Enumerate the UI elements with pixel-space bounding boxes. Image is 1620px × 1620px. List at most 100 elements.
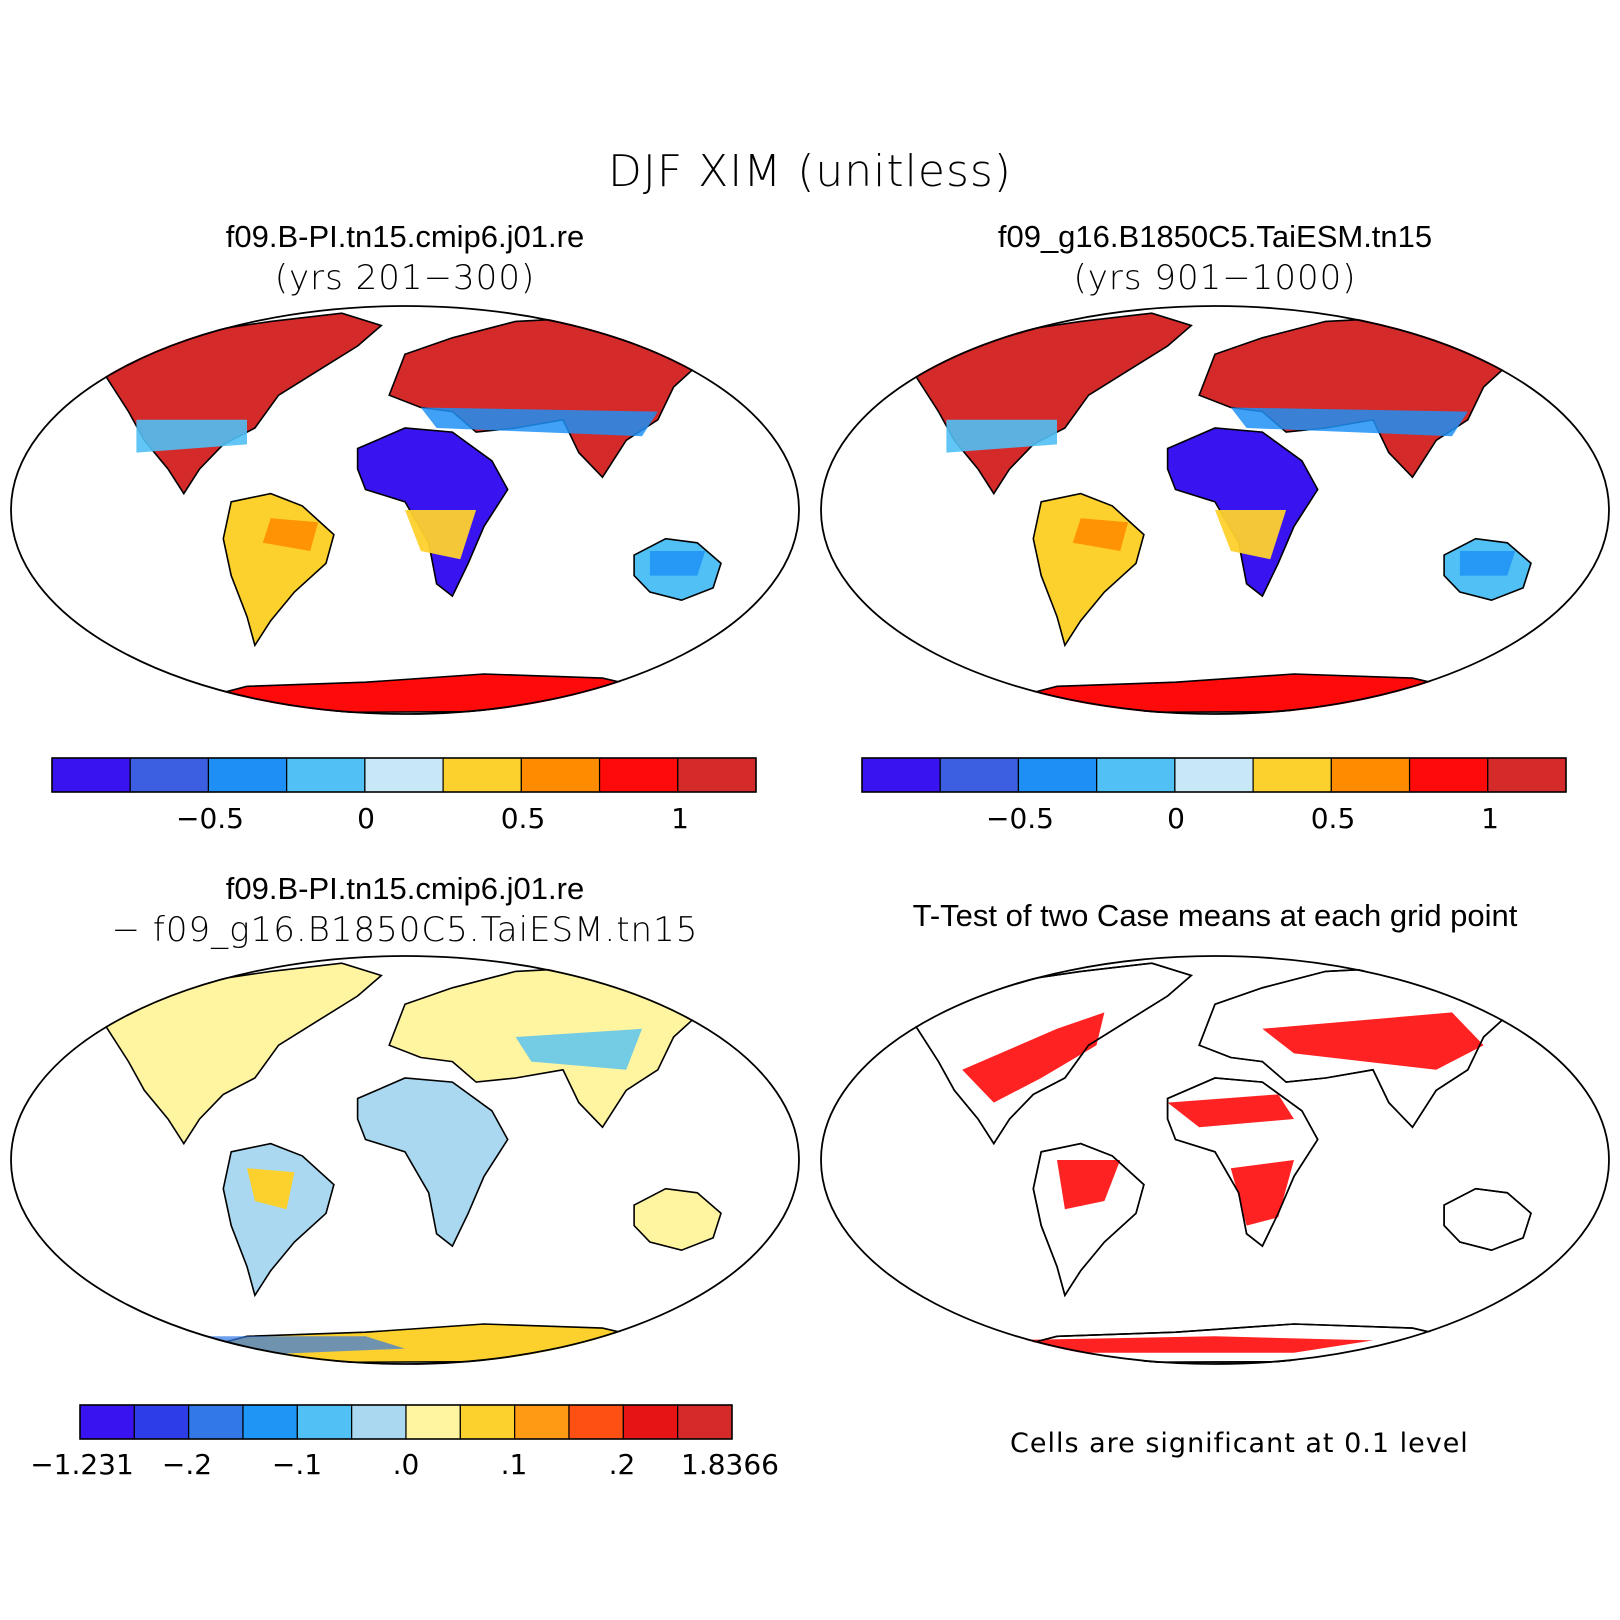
colorbar-1-box <box>286 757 366 793</box>
map-panel-1 <box>10 305 800 715</box>
colorbar-3-box <box>622 1404 679 1440</box>
panel-2-title: f09_g16.B1850C5.TaiESM.tn15 <box>997 219 1433 254</box>
cb2-tick: 0 <box>1167 802 1185 835</box>
panel-2-subtitle: (yrs 901−1000) <box>1073 258 1357 298</box>
colorbar-3-box <box>459 1404 516 1440</box>
continent-southAmerica <box>222 1142 335 1298</box>
panel-1-title: f09.B-PI.tn15.cmip6.j01.re <box>225 219 585 254</box>
map-border <box>10 955 800 1365</box>
colorbar-3-box <box>568 1404 624 1440</box>
colorbar-1-box <box>207 757 288 793</box>
colorbar-2-box <box>1174 757 1254 793</box>
band-africa-south <box>405 510 477 560</box>
colorbar-2-box <box>1408 757 1489 793</box>
band-australia <box>649 551 706 576</box>
cb2-tick: 1 <box>1481 802 1499 835</box>
map-border <box>820 305 1610 715</box>
cb1-tick: 0.5 <box>500 802 546 835</box>
colorbar-2-box <box>1252 757 1332 793</box>
cb3-tick: .1 <box>500 1448 528 1481</box>
colorbar-3-box <box>351 1404 407 1440</box>
cb3-tick: .2 <box>608 1448 636 1481</box>
continent-southAmerica <box>1032 492 1145 648</box>
coastline-africa <box>1166 1077 1319 1248</box>
colorbar-3-box <box>296 1404 353 1440</box>
band-africa-south <box>1215 510 1287 560</box>
cb1-tick: 1 <box>671 802 689 835</box>
map-panel-4 <box>820 955 1610 1365</box>
colorbar-3-box <box>133 1404 190 1440</box>
continent-northAmerica <box>103 962 383 1146</box>
continent-southAmerica <box>222 492 335 648</box>
colorbar-3-box <box>405 1404 461 1440</box>
map-content <box>913 962 1532 1364</box>
significant-region <box>962 1012 1105 1103</box>
colorbar-2-box <box>1017 757 1098 793</box>
panel-3-title: f09.B-PI.tn15.cmip6.j01.re <box>225 871 585 906</box>
map-content <box>103 962 722 1364</box>
colorbar-1-frame <box>51 757 757 793</box>
band-sa-center <box>1072 518 1129 551</box>
colorbar-3-box <box>514 1404 570 1440</box>
map-content <box>103 312 722 714</box>
continent-africa <box>356 1077 509 1248</box>
cb3-tick: −.2 <box>161 1448 213 1481</box>
diff-accent-asia <box>515 1028 642 1070</box>
panel-3-subtitle: − f09_g16.B1850C5.TaiESM.tn15 <box>111 910 699 950</box>
cb1-tick: −0.5 <box>176 802 244 835</box>
colorbar-2 <box>861 757 1567 793</box>
continent-northAmerica <box>103 312 383 496</box>
colorbar-3-box <box>79 1404 135 1440</box>
colorbar-2-box <box>1096 757 1176 793</box>
continent-northAmerica <box>913 312 1193 496</box>
coastline-australia <box>1443 1187 1532 1252</box>
colorbar-1-box <box>442 757 522 793</box>
cb3-tick: −1.231 <box>30 1448 134 1481</box>
band-sa-center <box>262 518 319 551</box>
cb1-tick: 0 <box>357 802 375 835</box>
band-na-south <box>136 419 247 453</box>
colorbar-1 <box>51 757 757 793</box>
map-panel-3 <box>10 955 800 1365</box>
cb2-tick: −0.5 <box>986 802 1054 835</box>
colorbar-1-box <box>51 757 131 793</box>
colorbar-3-box <box>188 1404 244 1440</box>
band-eurasia-south <box>420 407 658 437</box>
colorbar-1-box <box>364 757 444 793</box>
colorbar-1-box <box>598 757 679 793</box>
coastline-antarctica <box>975 1323 1486 1364</box>
cb3-tick: −.1 <box>271 1448 323 1481</box>
continent-australia <box>633 1187 722 1252</box>
coastline-eurasia <box>1198 966 1517 1129</box>
coastline-southAmerica <box>1032 1142 1145 1298</box>
cb3-tick: 1.8366 <box>681 1448 779 1481</box>
colorbar-2-box <box>1487 757 1567 793</box>
colorbar-1-box <box>129 757 210 793</box>
colorbar-2-frame <box>861 757 1567 793</box>
map-content <box>913 312 1532 714</box>
colorbar-1-box <box>677 757 757 793</box>
map-panel-2 <box>820 305 1610 715</box>
significant-region <box>1230 1160 1294 1226</box>
significant-region <box>1167 1094 1294 1128</box>
significance-note: Cells are significant at 0.1 level <box>1010 1428 1469 1459</box>
colorbar-3-box <box>677 1404 733 1440</box>
continent-antarctica <box>975 673 1486 714</box>
colorbar-2-box <box>939 757 1020 793</box>
coastline-northAmerica <box>913 962 1193 1146</box>
band-eurasia-south <box>1230 407 1468 437</box>
continent-antarctica <box>165 673 676 714</box>
cb3-tick: .0 <box>392 1448 420 1481</box>
figure-title: DJF XIM (unitless) <box>608 146 1012 197</box>
band-australia <box>1459 551 1516 576</box>
cb2-tick: 0.5 <box>1310 802 1356 835</box>
colorbar-1-box <box>520 757 601 793</box>
diff-accent-sa <box>247 1168 295 1210</box>
band-na-south <box>946 419 1057 453</box>
colorbar-2-box <box>861 757 941 793</box>
significant-region <box>1262 1012 1484 1070</box>
colorbar-3-box <box>242 1404 298 1440</box>
panel-4-title: T-Test of two Case means at each grid po… <box>912 898 1518 933</box>
